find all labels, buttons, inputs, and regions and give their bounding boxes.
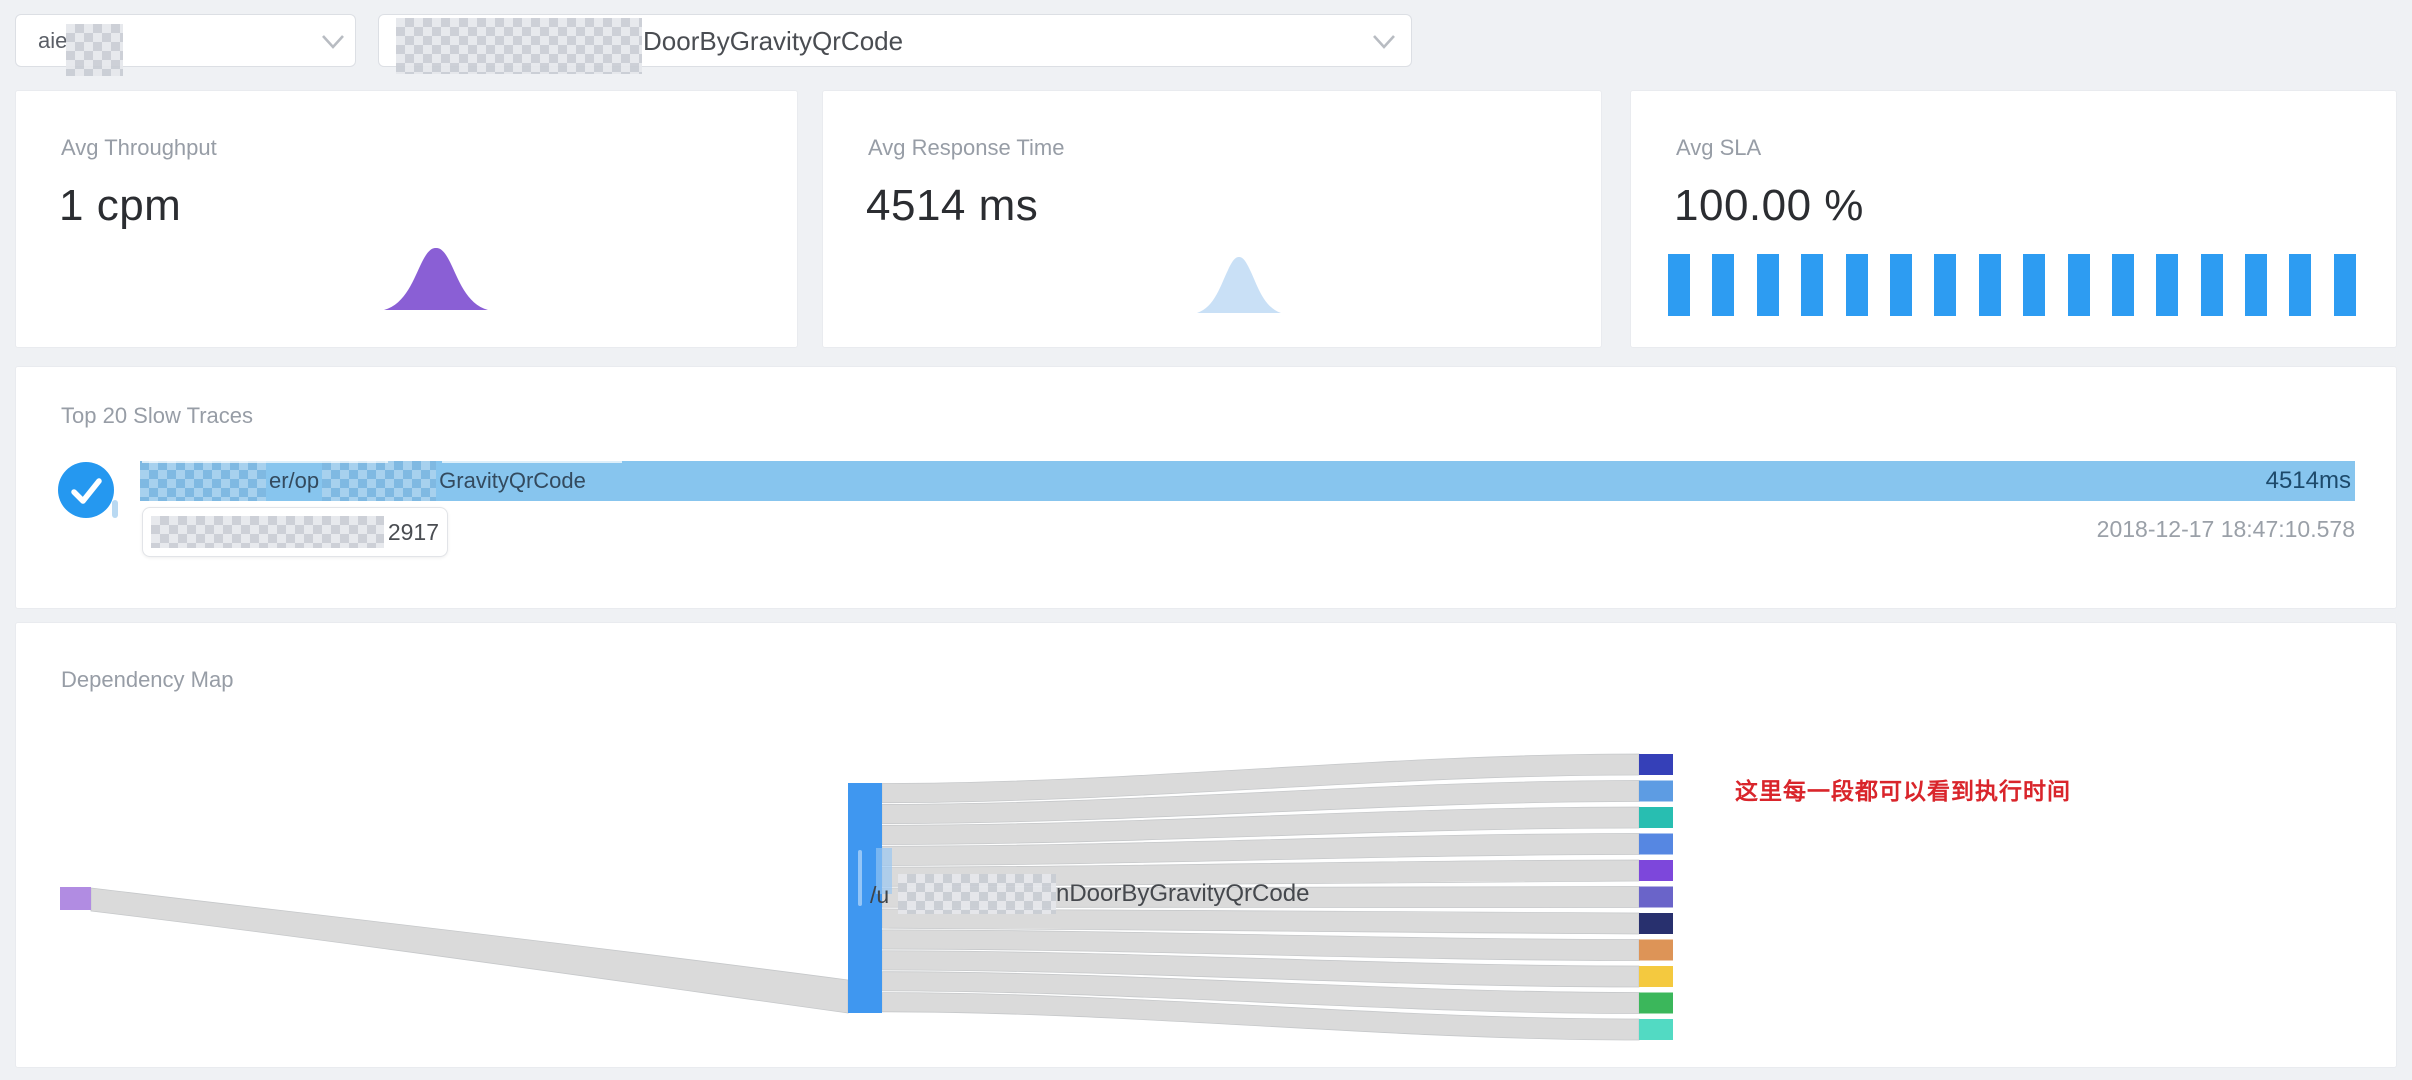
sla-bar [1801,254,1824,316]
dependency-node-target-4[interactable] [1639,860,1673,881]
sla-bar [2067,254,2090,316]
trace-label-segment: er/op [269,468,320,493]
metric-title: Avg Throughput [61,135,217,160]
sla-bar [2200,254,2223,316]
dependency-node-target-10[interactable] [1639,1019,1673,1040]
metric-value: 1 cpm [59,181,182,230]
dependency-node-target-7[interactable] [1639,939,1673,961]
sla-bar [2156,254,2179,316]
dependency-node-target-2[interactable] [1639,807,1673,828]
trace-popup-text: 2917 [387,518,439,545]
dependency-node-target-5[interactable] [1639,886,1673,908]
center-node-label: nDoorByGravityQrCode [1056,880,1310,907]
redacted-region [151,516,384,548]
center-node-highlight [858,850,862,906]
trace-row-marker [112,500,118,518]
redacted-region [142,446,388,463]
metric-card-sla: Avg SLA 100.00 % [1630,90,2397,348]
trace-start-time: 2018-12-17 18:47:10.578 [2096,516,2355,542]
center-node-label-prefix: /u [870,882,890,908]
sla-bar [2111,254,2134,316]
response-time-sparkline [1197,257,1281,313]
service-select-value: aie [38,28,68,53]
sla-bar-chart [1668,254,2356,316]
redacted-region [140,461,266,501]
sla-bar [2289,254,2312,316]
redacted-region [898,874,1056,914]
trace-row-bar[interactable]: er/op GravityQrCode 4514ms [140,461,2355,501]
metric-value: 100.00 % [1674,181,1864,230]
metric-title: Avg SLA [1676,135,1762,160]
redacted-region [322,461,437,501]
metric-title: Avg Response Time [868,135,1065,160]
sla-bar [1845,254,1868,316]
trace-label-segment: GravityQrCode [439,468,586,493]
trace-duration: 4514ms [2265,467,2351,494]
redacted-region [442,446,622,463]
throughput-sparkline [384,248,488,310]
chevron-down-icon [1373,35,1395,49]
sla-bar [1934,254,1957,316]
sla-bar [1756,254,1779,316]
dependency-node-target-8[interactable] [1639,966,1673,987]
sla-bar [1978,254,2001,316]
trace-popup: 2917 [142,507,448,557]
redacted-region [66,24,123,76]
dependency-sankey [60,753,1673,1041]
dependency-node-target-9[interactable] [1639,992,1673,1014]
redacted-region [876,848,892,894]
dependency-node-target-3[interactable] [1639,833,1673,855]
sla-bar [1889,254,1912,316]
redacted-region [396,18,642,74]
check-icon [71,478,102,504]
sla-bar [2245,254,2268,316]
metric-value: 4514 ms [866,181,1039,230]
dependency-node-target-6[interactable] [1639,913,1673,934]
dependency-link-entry[interactable] [90,887,849,1014]
dependency-map-title: Dependency Map [61,667,234,692]
endpoint-select-value: DoorByGravityQrCode [643,26,904,56]
dependency-node-center[interactable] [848,783,882,1013]
slow-traces-title: Top 20 Slow Traces [61,403,253,428]
annotation-execution-time: 这里每一段都可以看到执行时间 [1735,778,2071,804]
chevron-down-icon [322,35,344,49]
metric-card-response-time: Avg Response Time 4514 ms [822,90,1602,348]
sla-bar [1712,254,1735,316]
dependency-node-source[interactable] [60,887,91,910]
sla-bar [2333,254,2356,316]
dependency-node-target-0[interactable] [1639,754,1673,775]
metric-card-throughput: Avg Throughput 1 cpm [15,90,798,348]
sla-bar [2023,254,2046,316]
sla-bar [1668,254,1690,316]
dependency-node-target-1[interactable] [1639,780,1673,802]
trace-selected-check[interactable] [58,462,114,518]
